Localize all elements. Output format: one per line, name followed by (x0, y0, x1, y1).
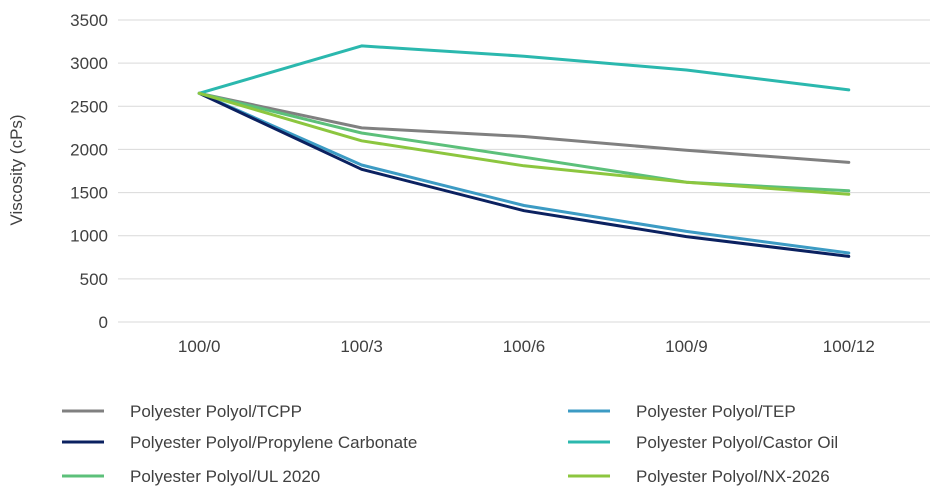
y-axis-title: Viscosity (cPs) (7, 114, 26, 225)
legend-label: Polyester Polyol/UL 2020 (130, 467, 320, 486)
series-line (197, 91, 851, 164)
legend-label: Polyester Polyol/TCPP (130, 402, 302, 421)
legend-label: Polyester Polyol/TEP (636, 402, 796, 421)
y-tick-label: 3000 (70, 54, 108, 73)
y-tick-label: 0 (99, 313, 108, 332)
legend-label: Polyester Polyol/Propylene Carbonate (130, 433, 417, 452)
legend: Polyester Polyol/TCPP Polyester Polyol/TE… (62, 402, 838, 486)
series-line (197, 91, 851, 196)
series-line (197, 91, 851, 255)
y-tick-label: 1000 (70, 227, 108, 246)
legend-label: Polyester Polyol/NX-2026 (636, 467, 830, 486)
y-tick-label: 2500 (70, 97, 108, 116)
legend-label: Polyester Polyol/Castor Oil (636, 433, 838, 452)
x-tick-label: 100/12 (823, 337, 875, 356)
x-axis-ticks: 100/0 100/3 100/6 100/9 100/12 (178, 337, 875, 356)
series-line (197, 91, 851, 258)
series-line (197, 44, 851, 95)
y-tick-label: 500 (80, 270, 108, 289)
series-lines (197, 44, 851, 258)
y-tick-label: 3500 (70, 11, 108, 30)
y-axis-ticks: 0 500 1000 1500 2000 2500 3000 3500 (70, 11, 108, 332)
x-tick-label: 100/6 (503, 337, 546, 356)
x-tick-label: 100/0 (178, 337, 221, 356)
series-line (197, 91, 851, 193)
gridlines (118, 19, 930, 323)
x-tick-label: 100/3 (340, 337, 383, 356)
x-tick-label: 100/9 (665, 337, 708, 356)
y-tick-label: 2000 (70, 140, 108, 159)
y-tick-label: 1500 (70, 184, 108, 203)
